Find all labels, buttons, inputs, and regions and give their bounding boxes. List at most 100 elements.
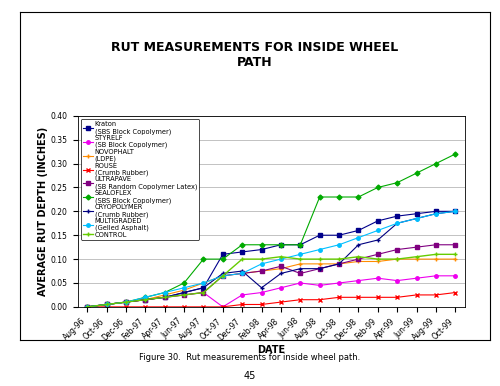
CRYOPOLYMER
(Crumb Rubber)	[336, 262, 342, 266]
ROUSE
(Crumb Rubber)	[278, 300, 284, 305]
SEALOFLEX
(SBS Block Copolymer)	[298, 242, 304, 247]
ULTRAPAVE
(SB Random Copolymer Latex)	[375, 252, 381, 257]
Text: RUT MEASUREMENTS FOR INSIDE WHEEL
PATH: RUT MEASUREMENTS FOR INSIDE WHEEL PATH	[112, 41, 399, 69]
SEALOFLEX
(SBS Block Copolymer)	[316, 195, 322, 199]
MULTIGRADED
(Gelled Asphalt)	[142, 295, 148, 300]
ULTRAPAVE
(SB Random Copolymer Latex)	[394, 247, 400, 252]
CRYOPOLYMER
(Crumb Rubber)	[181, 290, 187, 295]
NOVOPHALT
(LDPE)	[336, 262, 342, 266]
SEALOFLEX
(SBS Block Copolymer)	[123, 300, 129, 305]
SEALOFLEX
(SBS Block Copolymer)	[278, 242, 284, 247]
ULTRAPAVE
(SB Random Copolymer Latex)	[84, 305, 90, 309]
ULTRAPAVE
(SB Random Copolymer Latex)	[356, 257, 362, 261]
MULTIGRADED
(Gelled Asphalt)	[104, 302, 110, 307]
CRYOPOLYMER
(Crumb Rubber)	[239, 269, 245, 273]
NOVOPHALT
(LDPE)	[181, 288, 187, 293]
ULTRAPAVE
(SB Random Copolymer Latex)	[414, 245, 420, 249]
CRYOPOLYMER
(Crumb Rubber)	[104, 302, 110, 307]
Y-axis label: AVERAGE RUT DEPTH (INCHES): AVERAGE RUT DEPTH (INCHES)	[38, 127, 48, 296]
ULTRAPAVE
(SB Random Copolymer Latex)	[162, 295, 168, 300]
ROUSE
(Crumb Rubber)	[239, 302, 245, 307]
Line: Kraton
(SBS Block Copolymer): Kraton (SBS Block Copolymer)	[86, 210, 457, 308]
ROUSE
(Crumb Rubber)	[84, 305, 90, 309]
NOVOPHALT
(LDPE)	[414, 257, 420, 261]
MULTIGRADED
(Gelled Asphalt)	[433, 212, 439, 216]
ULTRAPAVE
(SB Random Copolymer Latex)	[104, 302, 110, 307]
CONTROL	[452, 252, 458, 257]
STYRELF
(SB Block Copolymer)	[356, 278, 362, 283]
ROUSE
(Crumb Rubber)	[162, 305, 168, 309]
MULTIGRADED
(Gelled Asphalt)	[278, 257, 284, 261]
Line: CONTROL: CONTROL	[85, 252, 458, 309]
MULTIGRADED
(Gelled Asphalt)	[123, 300, 129, 305]
ULTRAPAVE
(SB Random Copolymer Latex)	[278, 264, 284, 269]
NOVOPHALT
(LDPE)	[258, 269, 264, 273]
CRYOPOLYMER
(Crumb Rubber)	[142, 297, 148, 302]
STYRELF
(SB Block Copolymer)	[104, 302, 110, 307]
MULTIGRADED
(Gelled Asphalt)	[336, 242, 342, 247]
NOVOPHALT
(LDPE)	[433, 257, 439, 261]
MULTIGRADED
(Gelled Asphalt)	[181, 286, 187, 290]
STYRELF
(SB Block Copolymer)	[278, 286, 284, 290]
ULTRAPAVE
(SB Random Copolymer Latex)	[123, 300, 129, 305]
X-axis label: DATE: DATE	[257, 345, 286, 355]
CRYOPOLYMER
(Crumb Rubber)	[278, 271, 284, 276]
Kraton
(SBS Block Copolymer)	[239, 250, 245, 254]
NOVOPHALT
(LDPE)	[394, 257, 400, 261]
NOVOPHALT
(LDPE)	[142, 297, 148, 302]
MULTIGRADED
(Gelled Asphalt)	[356, 235, 362, 240]
Kraton
(SBS Block Copolymer)	[356, 228, 362, 233]
SEALOFLEX
(SBS Block Copolymer)	[84, 305, 90, 309]
ROUSE
(Crumb Rubber)	[414, 293, 420, 297]
Kraton
(SBS Block Copolymer)	[336, 233, 342, 237]
MULTIGRADED
(Gelled Asphalt)	[452, 209, 458, 214]
ULTRAPAVE
(SB Random Copolymer Latex)	[220, 274, 226, 278]
NOVOPHALT
(LDPE)	[278, 266, 284, 271]
ULTRAPAVE
(SB Random Copolymer Latex)	[298, 271, 304, 276]
CONTROL	[142, 297, 148, 302]
Kraton
(SBS Block Copolymer)	[200, 286, 206, 290]
ULTRAPAVE
(SB Random Copolymer Latex)	[336, 262, 342, 266]
CONTROL	[414, 254, 420, 259]
Legend: Kraton
(SBS Block Copolymer), STYRELF
(SB Block Copolymer), NOVOPHALT
(LDPE), RO: Kraton (SBS Block Copolymer), STYRELF (S…	[81, 119, 200, 240]
NOVOPHALT
(LDPE)	[316, 262, 322, 266]
SEALOFLEX
(SBS Block Copolymer)	[452, 152, 458, 156]
CONTROL	[394, 257, 400, 261]
SEALOFLEX
(SBS Block Copolymer)	[162, 290, 168, 295]
SEALOFLEX
(SBS Block Copolymer)	[220, 257, 226, 261]
NOVOPHALT
(LDPE)	[200, 281, 206, 285]
CRYOPOLYMER
(Crumb Rubber)	[394, 221, 400, 225]
CONTROL	[200, 290, 206, 295]
ROUSE
(Crumb Rubber)	[142, 305, 148, 309]
Kraton
(SBS Block Copolymer)	[162, 295, 168, 300]
STYRELF
(SB Block Copolymer)	[181, 293, 187, 297]
STYRELF
(SB Block Copolymer)	[200, 290, 206, 295]
SEALOFLEX
(SBS Block Copolymer)	[414, 171, 420, 175]
CRYOPOLYMER
(Crumb Rubber)	[316, 266, 322, 271]
NOVOPHALT
(LDPE)	[239, 271, 245, 276]
MULTIGRADED
(Gelled Asphalt)	[84, 305, 90, 309]
ROUSE
(Crumb Rubber)	[298, 297, 304, 302]
CONTROL	[181, 293, 187, 297]
Kraton
(SBS Block Copolymer)	[278, 242, 284, 247]
ROUSE
(Crumb Rubber)	[356, 295, 362, 300]
NOVOPHALT
(LDPE)	[452, 257, 458, 261]
ROUSE
(Crumb Rubber)	[200, 305, 206, 309]
ULTRAPAVE
(SB Random Copolymer Latex)	[316, 266, 322, 271]
ULTRAPAVE
(SB Random Copolymer Latex)	[142, 297, 148, 302]
ROUSE
(Crumb Rubber)	[258, 302, 264, 307]
CRYOPOLYMER
(Crumb Rubber)	[356, 242, 362, 247]
CRYOPOLYMER
(Crumb Rubber)	[220, 271, 226, 276]
STYRELF
(SB Block Copolymer)	[220, 305, 226, 309]
SEALOFLEX
(SBS Block Copolymer)	[433, 161, 439, 166]
SEALOFLEX
(SBS Block Copolymer)	[336, 195, 342, 199]
STYRELF
(SB Block Copolymer)	[162, 295, 168, 300]
MULTIGRADED
(Gelled Asphalt)	[220, 274, 226, 278]
SEALOFLEX
(SBS Block Copolymer)	[200, 257, 206, 261]
Text: 45: 45	[244, 371, 256, 381]
Kraton
(SBS Block Copolymer)	[414, 212, 420, 216]
ROUSE
(Crumb Rubber)	[104, 305, 110, 309]
CRYOPOLYMER
(Crumb Rubber)	[452, 209, 458, 214]
Kraton
(SBS Block Copolymer)	[142, 297, 148, 302]
NOVOPHALT
(LDPE)	[162, 293, 168, 297]
